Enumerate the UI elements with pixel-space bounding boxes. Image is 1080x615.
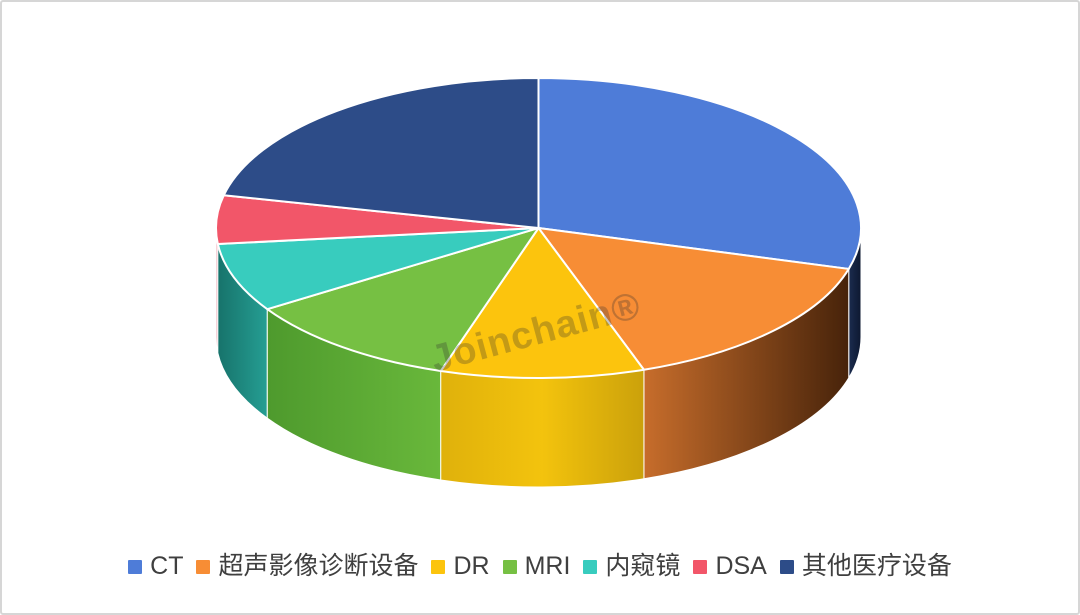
legend-label: 超声影像诊断设备 — [218, 552, 419, 580]
legend-item-3: MRI — [502, 552, 571, 580]
legend-swatch-icon — [128, 559, 143, 574]
legend-swatch-icon — [196, 559, 211, 574]
pie-slice-2 — [439, 227, 645, 379]
legend-item-2: DR — [431, 552, 490, 580]
pie-slice-3 — [266, 227, 540, 372]
legend-label: DSA — [715, 552, 767, 580]
legend-item-5: DSA — [693, 552, 767, 580]
legend-swatch-icon — [431, 559, 446, 574]
chart-legend: CT 超声影像诊断设备 DR MRI 内窥镜 DSA 其他医疗设备 — [0, 554, 1080, 579]
legend-label: MRI — [524, 552, 571, 580]
legend-swatch-icon — [583, 559, 598, 574]
legend-item-4: 内窥镜 — [583, 554, 680, 579]
legend-swatch-icon — [502, 559, 517, 574]
legend-label: CT — [150, 552, 184, 580]
legend-item-1: 超声影像诊断设备 — [196, 554, 418, 579]
legend-item-6: 其他医疗设备 — [779, 552, 952, 580]
pie-slice-6 — [222, 77, 540, 229]
legend-label: 内窥镜 — [605, 552, 681, 580]
legend-item-0: CT — [128, 554, 183, 579]
legend-swatch-icon — [779, 559, 794, 574]
pie-slice-4 — [216, 227, 540, 311]
pie-slice-0 — [537, 77, 862, 270]
legend-label: 其他医疗设备 — [801, 552, 952, 580]
legend-swatch-icon — [693, 559, 708, 574]
pie-slice-side-2 — [440, 369, 645, 488]
pie-slice-1 — [537, 227, 850, 371]
legend-label: DR — [453, 552, 490, 580]
